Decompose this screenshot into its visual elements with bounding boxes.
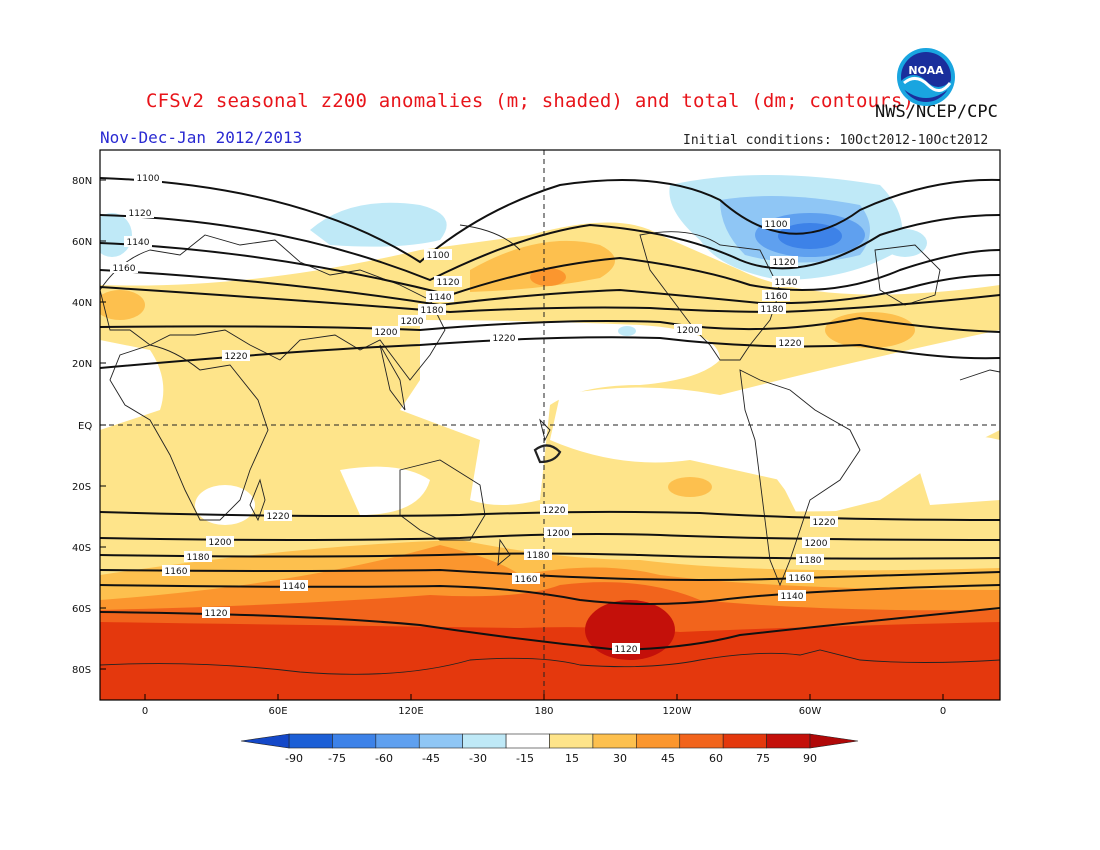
contour-label: 1140 bbox=[283, 582, 306, 592]
contour-labels: 1100 1100 1100 1120 1120 1120 1140 1140 … bbox=[110, 172, 838, 655]
contour-label: 1120 bbox=[437, 278, 460, 288]
contour-label: 1180 bbox=[799, 556, 822, 566]
lat-tick-label: 60N bbox=[72, 237, 92, 248]
contour-label: 1220 bbox=[779, 339, 802, 349]
colorbar-label: 30 bbox=[613, 752, 627, 765]
colorbar-label: 60 bbox=[709, 752, 723, 765]
colorbar-cell bbox=[636, 733, 681, 749]
contour-label: 1200 bbox=[677, 326, 700, 336]
lon-tick-label: 120W bbox=[663, 706, 692, 717]
colorbar-cell bbox=[505, 733, 550, 749]
lon-tick-label: 60W bbox=[799, 706, 822, 717]
coastlines bbox=[100, 224, 1000, 675]
contour-label: 1120 bbox=[615, 645, 638, 655]
lat-tick-label: 40N bbox=[72, 298, 92, 309]
latitude-axis: 80N 60N 40N 20N EQ 20S 40S 60S 80S bbox=[72, 176, 106, 676]
colorbar-cell bbox=[766, 733, 811, 749]
contour-label: 1140 bbox=[775, 278, 798, 288]
contour-label: 1220 bbox=[543, 506, 566, 516]
initial-conditions-label: Initial conditions: 10Oct2012-10Oct2012 bbox=[683, 133, 989, 148]
reference-lines bbox=[100, 150, 1000, 700]
agency-label: NWS/NCEP/CPC bbox=[875, 102, 998, 122]
longitude-axis: 0 60E 120E 180 120W 60W 0 bbox=[142, 694, 946, 717]
colorbar-cell bbox=[549, 733, 594, 749]
contour-label: 1120 bbox=[773, 258, 796, 268]
contour-label: 1200 bbox=[805, 539, 828, 549]
lon-tick-label: 120E bbox=[398, 706, 423, 717]
colorbar-label: -75 bbox=[328, 752, 346, 765]
colorbar-label: -30 bbox=[469, 752, 487, 765]
contour-label: 1160 bbox=[113, 264, 136, 274]
colorbar-cell bbox=[375, 733, 420, 749]
contour-label: 1140 bbox=[127, 238, 150, 248]
colorbar-right-arrow bbox=[809, 733, 859, 749]
logo-text: NOAA bbox=[908, 64, 944, 77]
lon-tick-label: 0 bbox=[142, 706, 148, 717]
lat-tick-label: 20N bbox=[72, 359, 92, 370]
contour-label: 1100 bbox=[765, 220, 788, 230]
lat-tick-label: EQ bbox=[78, 421, 92, 432]
contour-label: 1180 bbox=[761, 305, 784, 315]
colorbar-cell bbox=[592, 733, 637, 749]
colorbar-label: -90 bbox=[285, 752, 303, 765]
contour-label: 1100 bbox=[137, 174, 160, 184]
contour-label: 1220 bbox=[493, 334, 516, 344]
colorbar-cell bbox=[418, 733, 463, 749]
contour-label: 1220 bbox=[813, 518, 836, 528]
contour-label: 1160 bbox=[765, 292, 788, 302]
contour-label: 1180 bbox=[187, 553, 210, 563]
contour-label: 1120 bbox=[129, 209, 152, 219]
colorbar-labels: -90 -75 -60 -45 -30 -15 15 30 45 60 75 9… bbox=[285, 752, 817, 765]
colorbar-label: 15 bbox=[565, 752, 579, 765]
contour-label: 1200 bbox=[401, 317, 424, 327]
contour-label: 1160 bbox=[789, 574, 812, 584]
neutral-regions bbox=[100, 320, 1000, 525]
plot-title: CFSv2 seasonal z200 anomalies (m; shaded… bbox=[146, 90, 915, 112]
lon-tick-label: 0 bbox=[940, 706, 946, 717]
positive-anomaly-shading bbox=[100, 222, 1000, 700]
contour-label: 1140 bbox=[429, 293, 452, 303]
contour-label: 1220 bbox=[267, 512, 290, 522]
contour-label: 1180 bbox=[421, 306, 444, 316]
lat-tick-label: 20S bbox=[72, 482, 91, 493]
colorbar-cell bbox=[288, 733, 333, 749]
contour-label: 1160 bbox=[165, 567, 188, 577]
map-area bbox=[100, 150, 1000, 700]
colorbar-label: -15 bbox=[516, 752, 534, 765]
lat-tick-label: 60S bbox=[72, 604, 91, 615]
colorbar-label: 90 bbox=[803, 752, 817, 765]
noaa-logo: NOAA bbox=[897, 48, 955, 106]
lat-tick-label: 80N bbox=[72, 176, 92, 187]
colorbar-left-arrow bbox=[240, 733, 290, 749]
lon-tick-label: 180 bbox=[534, 706, 553, 717]
season-label: Nov-Dec-Jan 2012/2013 bbox=[100, 128, 303, 147]
colorbar-cell bbox=[462, 733, 507, 749]
colorbar: -90 -75 -60 -45 -30 -15 15 30 45 60 75 9… bbox=[240, 733, 859, 765]
colorbar-label: -60 bbox=[375, 752, 393, 765]
colorbar-label: 45 bbox=[661, 752, 675, 765]
contour-label: 1120 bbox=[205, 609, 228, 619]
colorbar-cell bbox=[722, 733, 767, 749]
contour-label: 1180 bbox=[527, 551, 550, 561]
contour-label: 1100 bbox=[427, 251, 450, 261]
colorbar-label: -45 bbox=[422, 752, 440, 765]
contour-label: 1140 bbox=[781, 592, 804, 602]
contour-label: 1200 bbox=[209, 538, 232, 548]
contour-label: 1200 bbox=[547, 529, 570, 539]
contour-label: 1200 bbox=[375, 328, 398, 338]
contour-label: 1220 bbox=[225, 352, 248, 362]
lat-tick-label: 80S bbox=[72, 665, 91, 676]
lon-tick-label: 60E bbox=[268, 706, 287, 717]
colorbar-cell bbox=[679, 733, 724, 749]
contour-label: 1160 bbox=[515, 575, 538, 585]
colorbar-cells bbox=[288, 733, 811, 749]
colorbar-label: 75 bbox=[756, 752, 770, 765]
colorbar-cell bbox=[332, 733, 377, 749]
lat-tick-label: 40S bbox=[72, 543, 91, 554]
